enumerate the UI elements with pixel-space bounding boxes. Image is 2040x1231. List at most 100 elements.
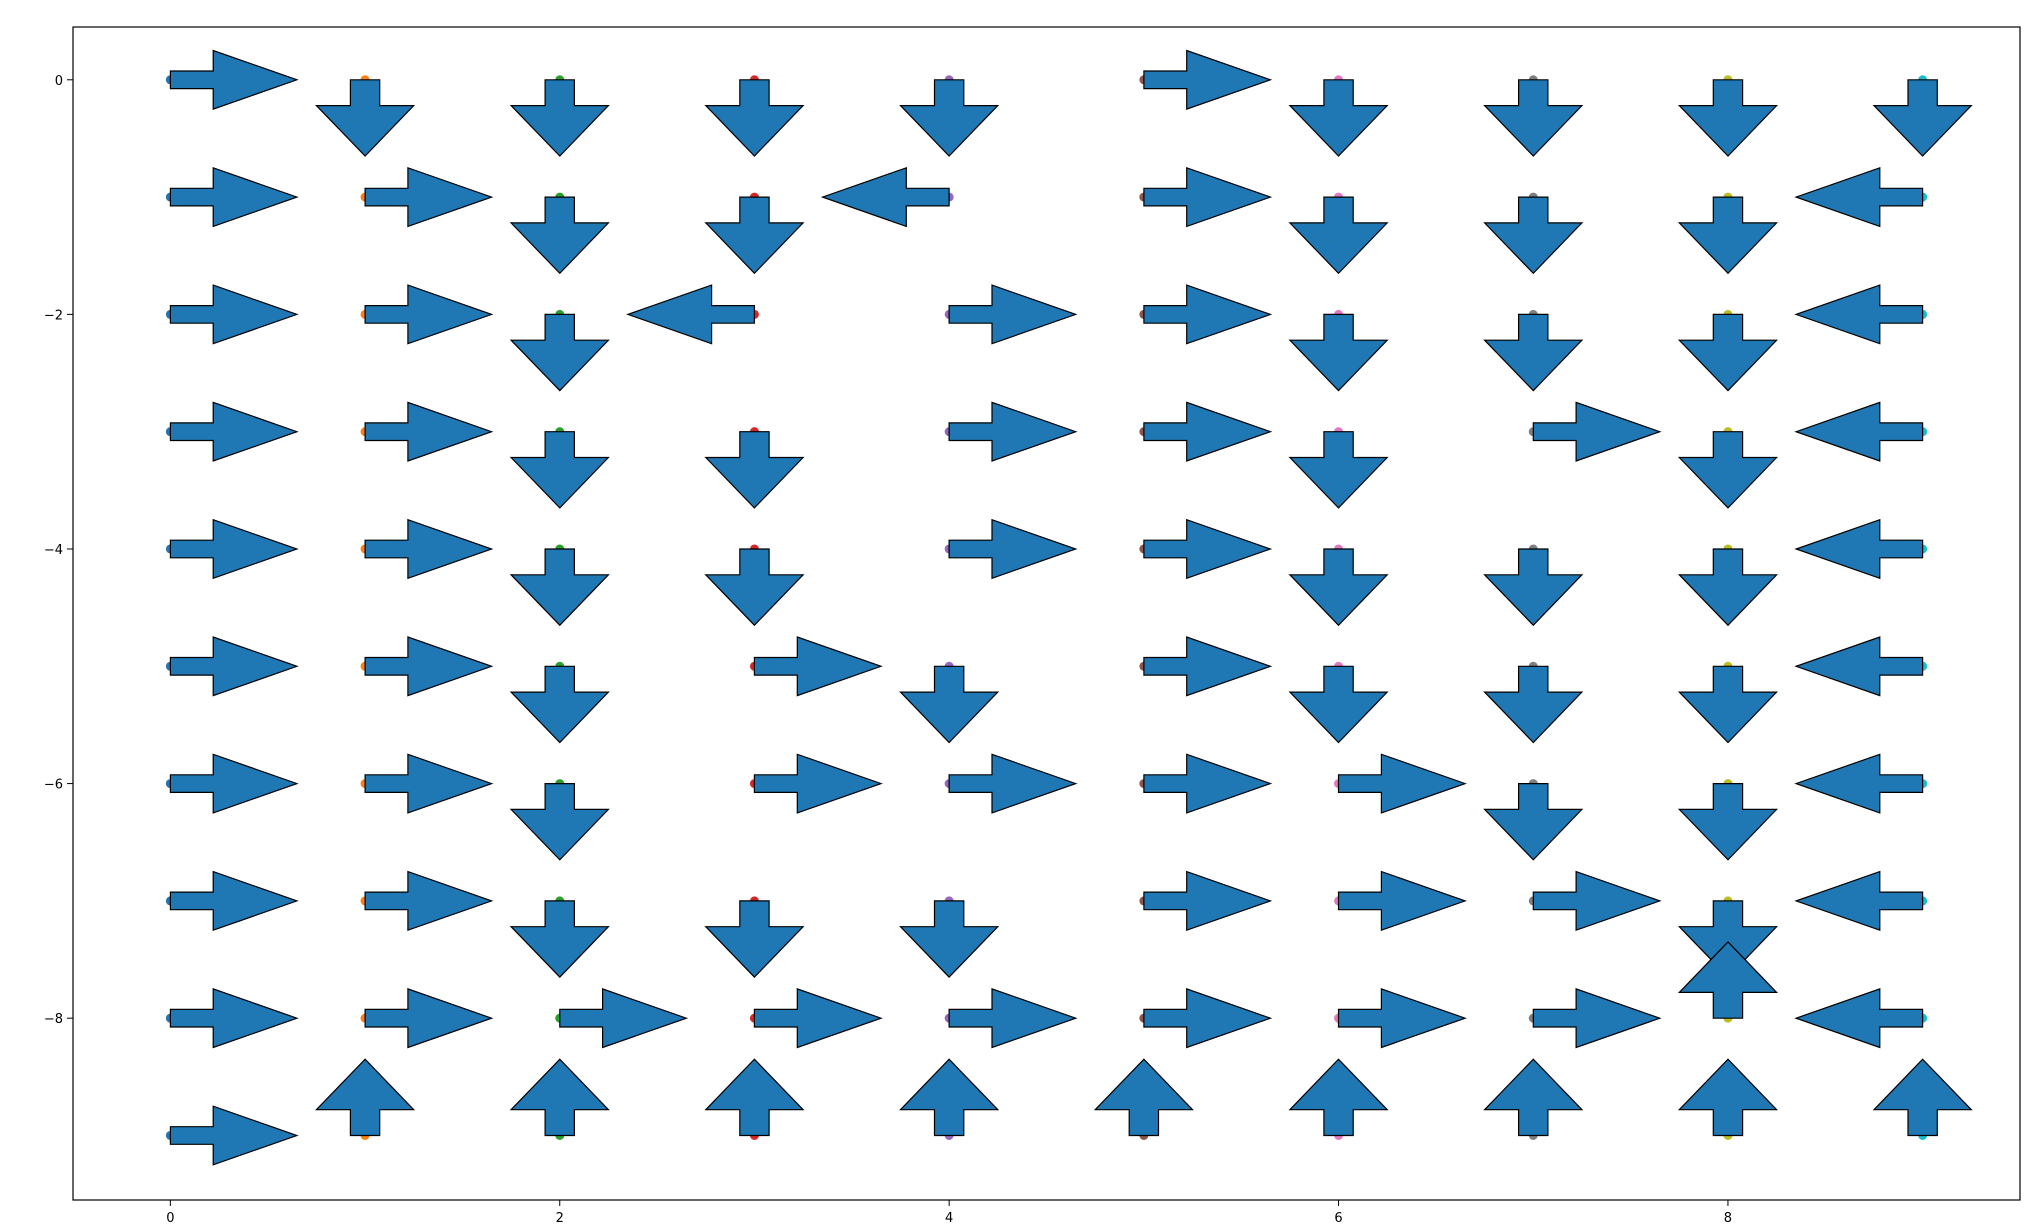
arrow-down: [704, 431, 805, 509]
arrow-up: [1483, 1058, 1584, 1137]
arrow-down: [1872, 79, 1973, 157]
arrow-right: [1337, 753, 1467, 814]
arrow-left: [820, 166, 950, 228]
arrow-down: [1677, 196, 1779, 275]
arrow-right: [1143, 636, 1273, 697]
arrow-up: [509, 1058, 610, 1137]
arrow-right: [1143, 49, 1273, 110]
arrow-left: [1794, 166, 1924, 228]
y-tick-label: −4: [44, 543, 63, 558]
arrow-up: [1872, 1058, 1973, 1137]
arrow-right: [559, 988, 689, 1049]
arrow-right: [364, 636, 494, 697]
arrow-left: [1794, 636, 1924, 697]
arrow-down: [899, 665, 1000, 744]
arrow-down: [1288, 431, 1389, 509]
arrow-down: [1677, 431, 1779, 509]
arrow-right: [753, 988, 883, 1049]
arrow-right: [1143, 988, 1273, 1049]
arrow-down: [1483, 782, 1584, 861]
arrow-right: [1143, 753, 1273, 814]
arrow-right: [1337, 870, 1467, 932]
x-tick-label: 8: [1724, 1211, 1732, 1226]
arrow-down: [1288, 665, 1389, 744]
arrow-down: [1483, 665, 1584, 744]
arrow-down: [1288, 548, 1389, 627]
arrow-down: [1288, 196, 1389, 275]
arrow-right: [1143, 870, 1273, 932]
arrow-right: [1143, 401, 1273, 462]
arrow-right: [169, 753, 299, 814]
arrow-left: [1794, 870, 1924, 932]
arrow-down: [1483, 196, 1584, 275]
y-tick-label: −6: [44, 778, 63, 793]
x-tick-label: 4: [945, 1211, 953, 1226]
arrow-right: [948, 284, 1078, 345]
arrow-right: [1143, 166, 1273, 228]
arrow-left: [1794, 284, 1924, 345]
arrow-right: [364, 284, 494, 345]
x-tick-label: 0: [166, 1211, 174, 1226]
arrow-down: [1677, 79, 1779, 157]
arrow-right: [753, 636, 883, 697]
arrow-down: [1288, 79, 1389, 157]
arrow-right: [753, 753, 883, 814]
y-tick-label: 0: [55, 74, 63, 89]
y-tick-label: −2: [44, 308, 63, 323]
arrow-down: [1483, 79, 1584, 157]
arrow-left: [626, 284, 756, 345]
arrow-down: [1677, 782, 1779, 861]
arrow-right: [948, 988, 1078, 1049]
arrow-down: [704, 900, 805, 978]
arrow-down: [1677, 548, 1779, 627]
x-tick-label: 2: [556, 1211, 564, 1226]
arrow-right: [1532, 988, 1662, 1049]
arrow-down: [1677, 900, 1779, 978]
y-tick-label: −8: [44, 1012, 63, 1027]
arrow-down: [899, 79, 1000, 157]
arrow-down: [1483, 548, 1584, 627]
arrow-down: [509, 548, 610, 627]
arrow-right: [948, 401, 1078, 462]
arrow-down: [704, 548, 805, 627]
arrow-right: [169, 518, 299, 580]
arrow-right: [364, 166, 494, 228]
arrow-up: [314, 1058, 416, 1137]
arrow-right: [1143, 518, 1273, 580]
arrow-down: [704, 79, 805, 157]
arrow-left: [1794, 401, 1924, 462]
arrow-up: [899, 1058, 1000, 1137]
arrow-down: [509, 782, 610, 861]
arrow-down: [509, 196, 610, 275]
arrow-right: [169, 988, 299, 1049]
arrow-down: [1483, 313, 1584, 392]
arrow-left: [1794, 753, 1924, 814]
arrow-right: [364, 401, 494, 462]
arrow-up: [1093, 1058, 1194, 1137]
x-axis: 0 2 4 6 8: [166, 1200, 1732, 1226]
y-axis: 0 −2 −4 −6 −8: [44, 74, 73, 1027]
arrow-right: [169, 870, 299, 932]
arrow-down: [704, 196, 805, 275]
arrow-right: [169, 49, 299, 110]
arrow-down: [1677, 313, 1779, 392]
x-tick-label: 6: [1334, 1211, 1342, 1226]
arrow-right: [169, 636, 299, 697]
arrow-right: [169, 1105, 299, 1166]
arrow-down: [509, 313, 610, 392]
arrow-right: [169, 401, 299, 462]
arrow-up: [704, 1058, 805, 1137]
arrow-down: [509, 900, 610, 978]
arrow-up: [1677, 1058, 1779, 1137]
arrow-left: [1794, 518, 1924, 580]
arrow-down: [1677, 665, 1779, 744]
arrow-layer: [169, 49, 1973, 1166]
arrow-right: [948, 753, 1078, 814]
arrow-right: [1143, 284, 1273, 345]
arrow-down: [509, 665, 610, 744]
arrow-down: [899, 900, 1000, 978]
arrow-down: [314, 79, 416, 157]
arrow-right: [364, 988, 494, 1049]
